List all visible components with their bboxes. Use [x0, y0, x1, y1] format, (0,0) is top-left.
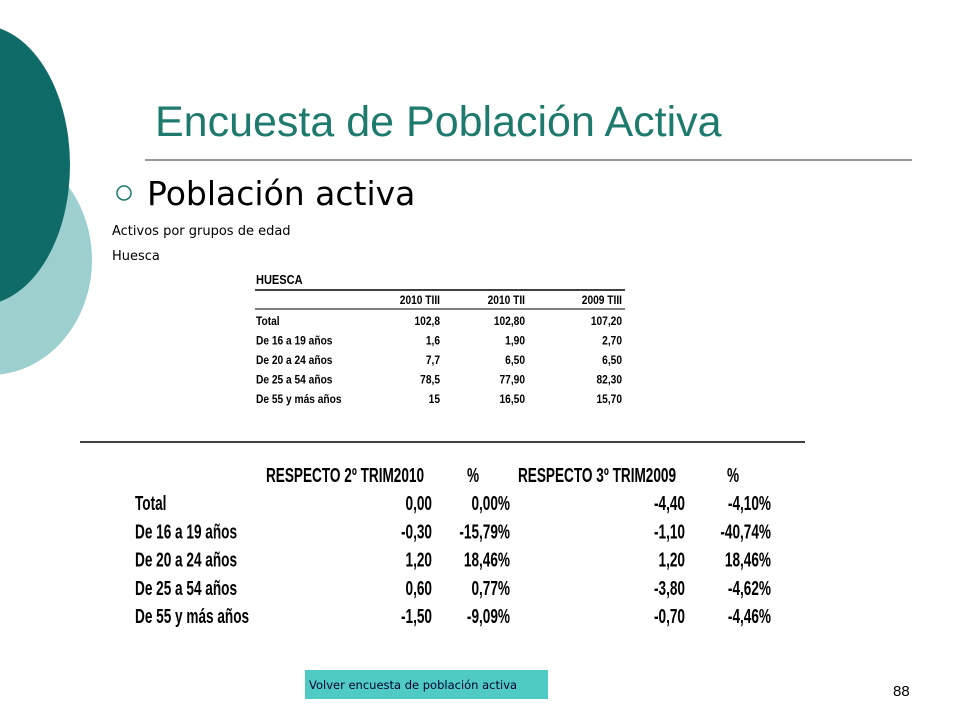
- subtitle: Huesca: [112, 249, 160, 264]
- table-cell: 82,30: [596, 374, 622, 387]
- column-header: RESPECTO 2º TRIM2010: [266, 464, 424, 486]
- table-cell: 0,00: [406, 492, 432, 514]
- table-cell: 107,20: [591, 315, 622, 328]
- table-cell: -0,30: [401, 521, 432, 543]
- table-cell: 0,00%: [471, 492, 510, 514]
- column-header: 2010 TII: [488, 294, 525, 307]
- table-cell: -0,70: [654, 606, 685, 628]
- table-cell: -4,40: [654, 492, 685, 514]
- table-cell: 77,90: [499, 374, 525, 387]
- table-cell: 1,90: [505, 335, 525, 348]
- table-cell: -1,50: [401, 606, 432, 628]
- table-cell: 7,7: [426, 354, 440, 367]
- table-cell: 15: [429, 393, 440, 406]
- row-label: De 55 y más años: [256, 393, 342, 406]
- decor-circle-dark: [0, 28, 70, 302]
- table-cell: -3,80: [654, 577, 685, 599]
- table-cell: -4,10%: [728, 492, 771, 514]
- back-button[interactable]: [305, 670, 548, 699]
- table-cell: 2,70: [602, 335, 622, 348]
- row-label: De 25 a 54 años: [135, 577, 237, 599]
- column-header: 2010 TIII: [400, 294, 440, 307]
- page-number: 88: [893, 683, 910, 700]
- table-cell: 102,8: [414, 315, 440, 328]
- table-cell: 102,80: [494, 315, 525, 328]
- table-cell: 6,50: [505, 354, 525, 367]
- table-title: HUESCA: [256, 272, 303, 287]
- row-label: Total: [135, 492, 166, 514]
- column-header: 2009 TIII: [582, 294, 622, 307]
- row-label: De 20 a 24 años: [135, 549, 237, 571]
- row-label: De 16 a 19 años: [256, 335, 332, 348]
- table-cell: 1,20: [406, 549, 432, 571]
- column-header: %: [727, 464, 739, 486]
- table-cell: -4,46%: [728, 606, 771, 628]
- table-cell: 1,20: [659, 549, 685, 571]
- subtitle: Activos por grupos de edad: [112, 224, 291, 239]
- row-label: De 55 y más años: [135, 606, 249, 628]
- table-cell: -15,79%: [459, 521, 510, 543]
- table-cell: 1,6: [426, 335, 440, 348]
- table-cell: 6,50: [602, 354, 622, 367]
- bullet-icon: [116, 185, 132, 201]
- row-label: De 20 a 24 años: [256, 354, 332, 367]
- slide-title: Encuesta de Población Activa: [155, 98, 722, 146]
- table-cell: 15,70: [596, 393, 622, 406]
- table-cell: 18,46%: [464, 549, 510, 571]
- table-cell: -9,09%: [467, 606, 510, 628]
- bullet-heading: Población activa: [147, 174, 415, 213]
- table-cell: 0,60: [406, 577, 432, 599]
- row-label: Total: [256, 315, 280, 328]
- row-label: De 16 a 19 años: [135, 521, 237, 543]
- back-button-label[interactable]: Volver encuesta de población activa: [309, 678, 517, 692]
- table-cell: 78,5: [420, 374, 440, 387]
- table-cell: 0,77%: [471, 577, 510, 599]
- table-cell: -4,62%: [728, 577, 771, 599]
- column-header: RESPECTO 3º TRIM2009: [518, 464, 676, 486]
- table-cell: 16,50: [499, 393, 525, 406]
- table-cell: -40,74%: [720, 521, 771, 543]
- column-header: %: [467, 464, 479, 486]
- table-cell: -1,10: [654, 521, 685, 543]
- row-label: De 25 a 54 años: [256, 374, 332, 387]
- table-cell: 18,46%: [725, 549, 771, 571]
